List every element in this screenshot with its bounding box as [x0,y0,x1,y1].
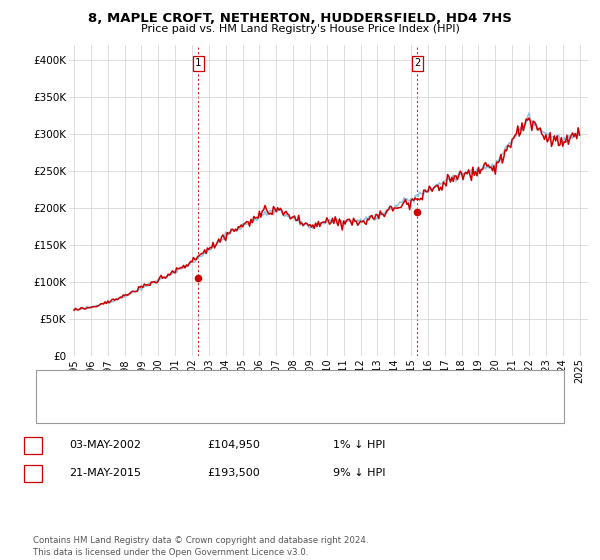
Text: 21-MAY-2015: 21-MAY-2015 [69,468,141,478]
Text: 1: 1 [195,58,202,68]
Text: 9% ↓ HPI: 9% ↓ HPI [333,468,386,478]
Text: Price paid vs. HM Land Registry's House Price Index (HPI): Price paid vs. HM Land Registry's House … [140,24,460,34]
Text: 1% ↓ HPI: 1% ↓ HPI [333,440,385,450]
Text: 8, MAPLE CROFT, NETHERTON, HUDDERSFIELD, HD4 7HS: 8, MAPLE CROFT, NETHERTON, HUDDERSFIELD,… [88,12,512,25]
Text: Contains HM Land Registry data © Crown copyright and database right 2024.
This d: Contains HM Land Registry data © Crown c… [33,536,368,557]
Text: 8, MAPLE CROFT, NETHERTON, HUDDERSFIELD, HD4 7HS (detached house): 8, MAPLE CROFT, NETHERTON, HUDDERSFIELD,… [87,381,462,390]
Text: 1: 1 [29,440,37,450]
Text: 2: 2 [415,58,421,68]
Text: 2: 2 [29,468,37,478]
Text: £104,950: £104,950 [207,440,260,450]
Text: 03-MAY-2002: 03-MAY-2002 [69,440,141,450]
Text: £193,500: £193,500 [207,468,260,478]
Text: HPI: Average price, detached house, Kirklees: HPI: Average price, detached house, Kirk… [87,404,311,414]
